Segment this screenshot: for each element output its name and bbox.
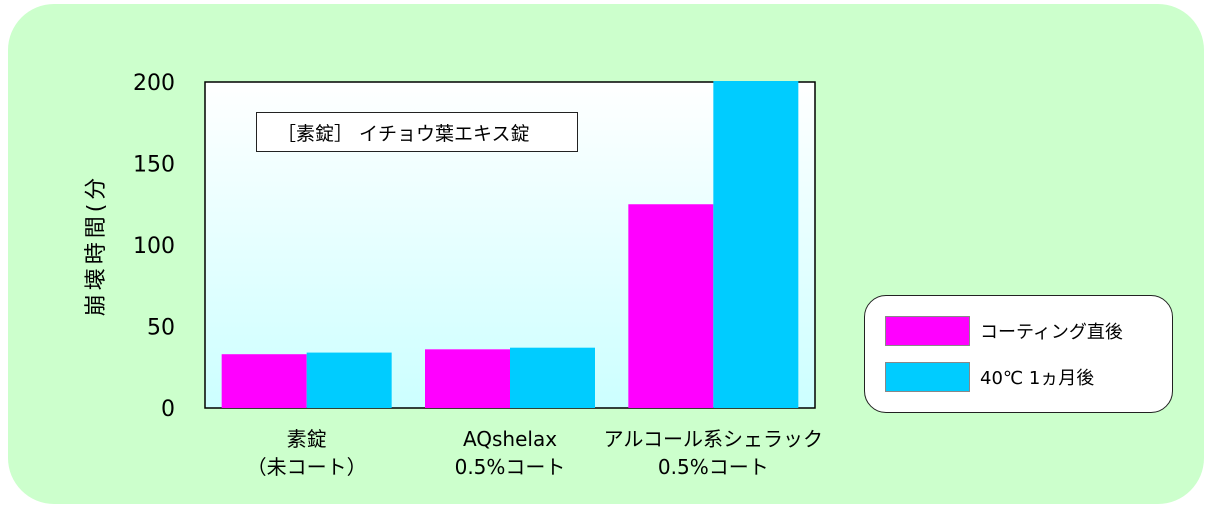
y-tick-label: 0 xyxy=(161,397,175,422)
bar-series1-cat1 xyxy=(221,354,307,408)
x-category-label: アルコール系シェラック xyxy=(604,427,823,451)
y-axis-label: 崩壊時間(分 xyxy=(84,174,109,317)
legend-item-series-2: 40℃ 1ヵ月後 xyxy=(885,360,1094,394)
x-category-label: AQshelax xyxy=(463,427,557,451)
legend-swatch xyxy=(885,362,970,392)
chart-annotation: ［素錠］ イチョウ葉エキス錠 xyxy=(256,112,578,152)
y-tick-label: 200 xyxy=(133,71,175,96)
legend-label: 40℃ 1ヵ月後 xyxy=(980,368,1095,389)
legend: コーティング直後 40℃ 1ヵ月後 xyxy=(864,295,1173,413)
legend-item-series-1: コーティング直後 xyxy=(885,314,1123,348)
legend-swatch xyxy=(885,316,970,346)
legend-label: コーティング直後 xyxy=(980,322,1123,343)
bar-series2-cat3 xyxy=(713,81,799,408)
bar-series1-cat3 xyxy=(628,204,714,408)
y-tick-label: 150 xyxy=(133,153,175,178)
bar-series2-cat1 xyxy=(306,352,392,408)
y-tick-label: 100 xyxy=(133,234,175,259)
x-category-label: 0.5%コート xyxy=(658,455,769,479)
bar-series2-cat2 xyxy=(510,347,595,408)
x-category-label: （未コート） xyxy=(247,455,367,479)
x-category-label: 素錠 xyxy=(287,427,327,451)
x-category-label: 0.5%コート xyxy=(455,455,566,479)
y-tick-label: 50 xyxy=(147,316,175,341)
bar-series1-cat2 xyxy=(425,349,510,408)
